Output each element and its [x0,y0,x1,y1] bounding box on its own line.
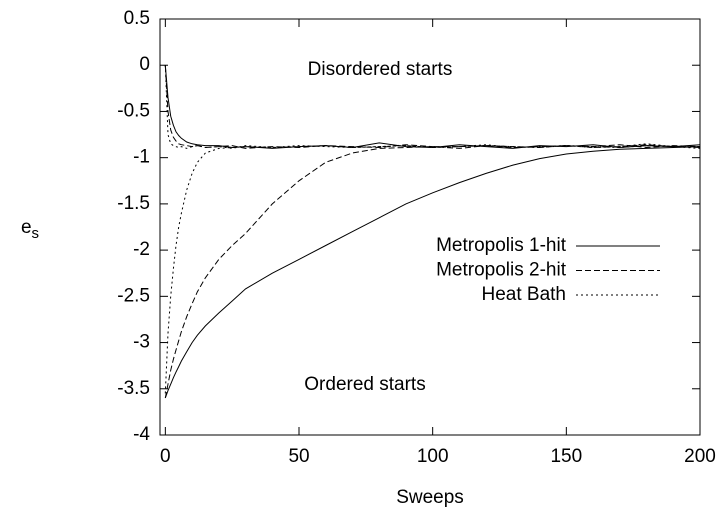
series-line [164,65,701,149]
y-tick-label: -2 [133,239,150,260]
series-line [164,146,701,399]
annotation: Ordered starts [304,374,425,395]
annotation: Disordered starts [308,59,453,80]
y-tick-label: 0 [139,54,150,75]
x-tick-label: 150 [550,446,582,467]
y-tick-label: 0.5 [124,8,150,29]
x-axis-label: Sweeps [396,487,464,508]
legend-label: Metropolis 2-hit [436,260,567,281]
series-line [164,145,700,394]
y-tick-label: -0.5 [117,100,150,121]
plot-frame [159,18,701,436]
x-tick-label: 50 [288,446,309,467]
y-tick-label: -3 [133,332,150,353]
y-tick-label: -4 [133,424,150,445]
series-line [164,144,701,399]
y-tick-label: -1.5 [117,193,150,214]
series-line [164,65,701,149]
x-tick-label: 200 [684,446,716,467]
y-axis-label: es [21,217,39,242]
y-tick-label: -1 [133,147,150,168]
x-tick-label: 100 [417,446,449,467]
y-tick-label: -2.5 [117,285,150,306]
x-tick-label: 0 [160,446,171,467]
y-tick-label: -3.5 [117,378,150,399]
legend-label: Metropolis 1-hit [436,235,567,256]
legend-label: Heat Bath [482,284,567,305]
